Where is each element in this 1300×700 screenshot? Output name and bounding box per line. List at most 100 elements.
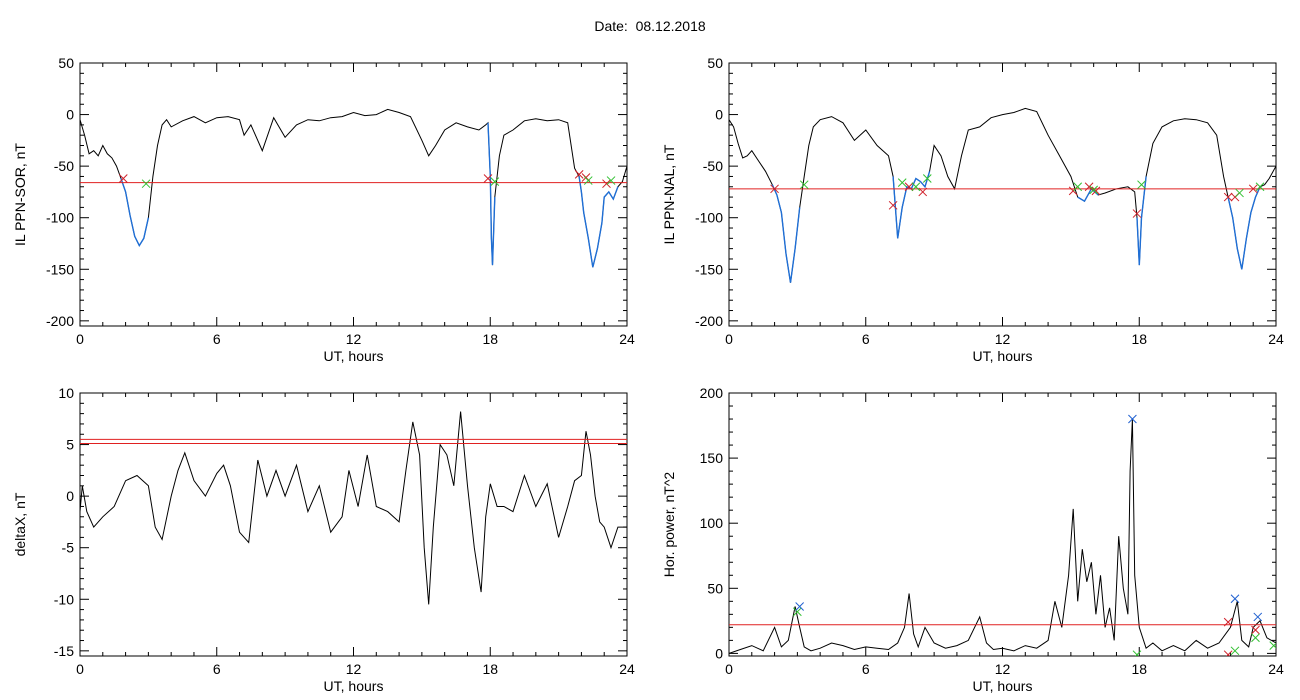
end-marker bbox=[1137, 180, 1146, 190]
y-axis-label: IL PPN-NAL, nT bbox=[661, 144, 677, 244]
y-tick-label: -150 bbox=[695, 261, 723, 277]
y-tick-label: 50 bbox=[707, 55, 723, 71]
x-tick-label: 18 bbox=[482, 661, 498, 677]
x-tick-label: 6 bbox=[213, 331, 221, 347]
y-tick-label: 0 bbox=[66, 107, 74, 123]
plot-frame bbox=[79, 392, 628, 657]
plot-frame bbox=[728, 62, 1277, 327]
start-marker bbox=[1132, 209, 1142, 218]
chart-deltax: 0 6 12 18 24 10 5 0 -5 -10 -15 UT, hours deltaX, nT bbox=[12, 385, 635, 694]
y-tick-label: 5 bbox=[66, 437, 74, 453]
x-axis-label: UT, hours bbox=[324, 678, 384, 694]
start-marker bbox=[602, 179, 611, 189]
end-marker bbox=[1251, 633, 1260, 643]
x-tick-label: 6 bbox=[862, 661, 870, 677]
end-marker bbox=[1235, 188, 1244, 198]
y-axis-label: deltaX, nT bbox=[12, 492, 28, 556]
highlight-segment bbox=[120, 178, 150, 248]
end-marker bbox=[897, 178, 907, 187]
start-marker bbox=[1248, 184, 1258, 194]
end-marker bbox=[1255, 182, 1265, 192]
start-marker bbox=[1223, 650, 1233, 656]
x-tick-label: 6 bbox=[213, 661, 221, 677]
x-tick-label: 18 bbox=[482, 331, 498, 347]
x-axis-label: UT, hours bbox=[973, 348, 1033, 364]
x-axis-label: UT, hours bbox=[973, 678, 1033, 694]
end-marker bbox=[606, 176, 616, 185]
series-line bbox=[80, 108, 627, 268]
end-marker bbox=[490, 177, 500, 186]
plot-area bbox=[729, 414, 1276, 656]
start-marker bbox=[1091, 186, 1101, 196]
plot-area bbox=[729, 107, 1276, 283]
end-marker bbox=[141, 179, 151, 189]
x-tick-label: 24 bbox=[619, 331, 635, 347]
end-marker bbox=[799, 180, 809, 190]
end-marker bbox=[1230, 646, 1240, 656]
chart-il-ppn-sor: 0 6 12 18 24 50 0 -50 -100 -150 -200 UT, hours IL PP… bbox=[12, 55, 635, 364]
highlight-segment bbox=[771, 184, 801, 283]
y-tick-label: 200 bbox=[700, 385, 724, 401]
x-axis-label: UT, hours bbox=[324, 348, 384, 364]
x-tick-label: 18 bbox=[1131, 661, 1147, 677]
end-marker bbox=[922, 174, 932, 183]
y-tick-label: 0 bbox=[66, 488, 74, 504]
y-tick-label: 10 bbox=[58, 385, 74, 401]
x-tick-label: 12 bbox=[995, 331, 1011, 347]
peak-marker bbox=[795, 602, 805, 611]
y-tick-label: 0 bbox=[715, 107, 723, 123]
start-marker bbox=[888, 200, 898, 210]
peak-marker bbox=[1230, 594, 1240, 604]
end-marker bbox=[793, 607, 802, 617]
y-tick-label: -100 bbox=[695, 210, 723, 226]
x-tick-label: 24 bbox=[619, 661, 635, 677]
y-axis-label: Hor. power, nT^2 bbox=[661, 472, 677, 578]
start-marker bbox=[574, 170, 584, 179]
end-marker bbox=[1269, 641, 1276, 650]
end-marker bbox=[1073, 182, 1083, 192]
y-tick-label: -200 bbox=[695, 313, 723, 329]
x-tick-label: 0 bbox=[725, 331, 733, 347]
y-tick-label: 0 bbox=[715, 645, 723, 661]
x-tick-label: 0 bbox=[725, 661, 733, 677]
start-marker bbox=[918, 187, 928, 197]
end-marker bbox=[1132, 650, 1142, 656]
x-tick-label: 12 bbox=[346, 331, 362, 347]
start-marker bbox=[1223, 617, 1233, 627]
plot-area bbox=[80, 411, 627, 605]
plot-frame bbox=[728, 392, 1277, 657]
highlight-segment bbox=[487, 122, 496, 266]
series-line bbox=[80, 411, 627, 605]
end-marker bbox=[1089, 185, 1099, 195]
series-line bbox=[729, 418, 1276, 654]
highlight-segment bbox=[1227, 186, 1261, 270]
y-tick-label: 100 bbox=[700, 515, 724, 531]
x-tick-label: 12 bbox=[346, 661, 362, 677]
start-marker bbox=[1251, 625, 1260, 635]
chart-hor-power: 0 6 12 18 24 200 150 100 50 0 UT, hours Hor. power,… bbox=[661, 385, 1284, 694]
page-title: Date: 08.12.2018 bbox=[594, 18, 706, 34]
x-tick-label: 24 bbox=[1268, 331, 1284, 347]
peak-marker bbox=[1253, 612, 1263, 622]
start-marker bbox=[770, 184, 779, 194]
x-tick-label: 18 bbox=[1131, 331, 1147, 347]
series-line bbox=[729, 107, 1276, 283]
highlight-segment bbox=[578, 176, 619, 268]
x-tick-label: 0 bbox=[76, 661, 84, 677]
y-tick-label: 50 bbox=[707, 580, 723, 596]
y-tick-label: -100 bbox=[46, 210, 74, 226]
x-tick-label: 6 bbox=[862, 331, 870, 347]
plot-area bbox=[80, 108, 627, 268]
y-tick-label: -10 bbox=[54, 591, 74, 607]
start-marker bbox=[1223, 192, 1233, 202]
y-tick-label: -15 bbox=[54, 643, 74, 659]
highlight-segment bbox=[1136, 176, 1147, 266]
end-marker bbox=[911, 182, 921, 192]
y-tick-label: -5 bbox=[62, 540, 75, 556]
y-tick-label: 150 bbox=[700, 450, 724, 466]
start-marker bbox=[483, 174, 493, 183]
end-marker bbox=[583, 176, 593, 185]
y-tick-label: -50 bbox=[54, 158, 74, 174]
start-marker bbox=[118, 174, 128, 183]
